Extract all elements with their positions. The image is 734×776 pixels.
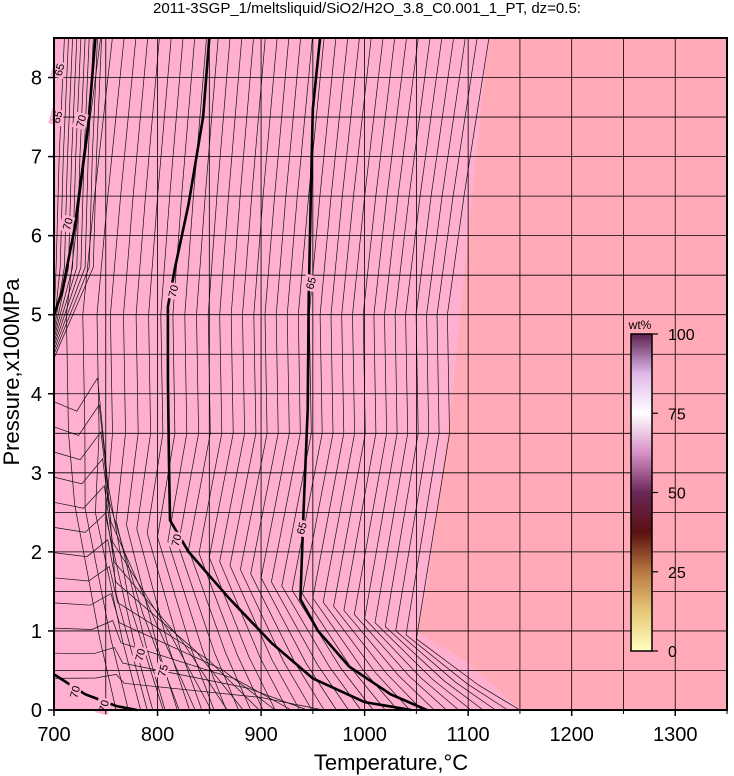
contour-label-5: 65 [301,273,319,293]
thin-contour-39 [53,37,86,343]
plot-frame [53,37,728,711]
bold-contour-65-2 [299,37,428,712]
y-axis-ticks: 0 1 2 3 4 5 6 7 8 [31,68,54,722]
contour-label-9: 75 [153,660,171,680]
y-tick-label: 2 [31,542,42,564]
contour-label-text: 65 [295,521,310,536]
colorbar-ticks: 0 25 50 75 100 [652,327,695,661]
thin-contour-42 [53,37,98,355]
contour-label-bg [72,111,89,131]
x-tick-label: 1000 [342,724,387,746]
y-tick-label: 7 [31,147,42,169]
thin-contour-44 [53,376,148,711]
thin-contour-50 [53,539,244,711]
contour-label-text: 70 [134,647,149,662]
contour-label-7: 70 [167,530,185,550]
contour-label-bg [153,660,171,680]
x-tick-label: 900 [244,724,277,746]
x-axis-label: Temperature,°C [314,750,468,775]
contour-label-bg [164,281,181,301]
y-tick-label: 6 [31,226,42,248]
x-tick-label: 1300 [653,724,698,746]
x-tick-label: 1100 [447,724,490,746]
bold-contour-70-1 [166,37,412,712]
thin-contour-43 [53,37,102,359]
colorbar-tick-label: 100 [668,327,695,344]
contour-label-text: 65 [53,62,68,77]
colorbar-tick-label: 50 [668,486,686,503]
contour-label-bg [65,682,83,702]
colorbar-title: wt% [628,318,652,332]
x-tick-label: 700 [37,724,70,746]
contour-label-6: 65 [292,518,310,538]
thin-contour-38 [53,37,82,339]
contour-label-4: 70 [164,281,182,301]
contour-label-text: 70 [167,284,182,299]
contour-label-2: 70 [72,111,90,131]
thin-contour-49 [53,511,228,711]
y-tick-label: 3 [31,463,42,485]
contour-label-text: 70 [75,114,90,129]
contour-label-bg [301,273,319,293]
thin-contour-52 [53,593,276,711]
contour-label-10: 70 [65,682,83,702]
y-axis-label: Pressure,x100MPa [0,278,24,466]
contour-label-8: 70 [131,645,149,664]
thin-contour-51 [53,566,260,711]
chart-title: 2011-3SGP_1/meltsliquid/SiO2/H2O_3.8_C0.… [153,0,581,17]
thin-contour-55 [53,674,324,711]
x-axis-ticks: 700 800 900 1000 1100 1200 1300 [37,710,728,746]
contour-label-bg [167,530,185,550]
y-tick-label: 4 [31,384,42,406]
thin-contour-45 [53,403,164,711]
contour-label-3: 70 [58,214,76,234]
colorbar: wt% 0 25 50 75 100 [628,318,695,661]
thin-contour-48 [53,485,212,711]
contour-label-bg [58,214,76,234]
colorbar-tick-label: 75 [668,406,686,423]
thin-contour-37 [53,37,78,335]
contour-label-bg [131,645,148,664]
y-tick-label: 5 [31,305,42,327]
colorbar-gradient [630,333,653,652]
contour-label-text: 70 [61,217,76,232]
thin-contour-34 [53,37,65,323]
thin-contour-46 [53,430,180,711]
contour-label-text: 70 [68,685,83,700]
y-tick-label: 8 [31,68,42,90]
colorbar-tick-label: 25 [668,565,686,582]
contour-label-text: 65 [304,276,319,291]
contour-label-bg [292,518,310,538]
contour-label-text: 75 [156,663,171,678]
thin-contour-53 [53,620,292,711]
x-tick-label: 800 [141,724,174,746]
x-tick-label: 1200 [549,724,594,746]
contour-label-bg [48,107,65,127]
thin-contour-40 [53,37,90,347]
thin-contour-47 [53,457,196,711]
bold-contour-70-0 [52,37,97,316]
contour-label-text: 70 [170,533,185,548]
y-tick-label: 1 [31,621,42,643]
thin-contour-35 [53,37,69,327]
colorbar-tick-label: 0 [668,644,677,661]
y-tick-label: 0 [31,700,42,722]
thin-contour-54 [53,647,308,711]
